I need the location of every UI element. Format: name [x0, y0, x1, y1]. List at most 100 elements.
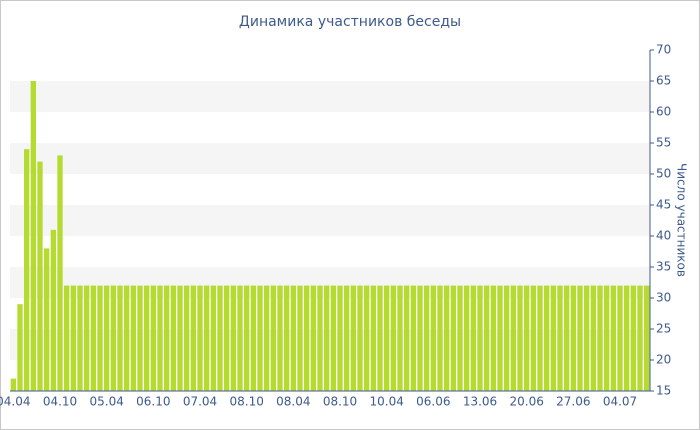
bar	[357, 285, 363, 391]
grid-band	[10, 267, 650, 298]
bar	[570, 285, 576, 391]
bar	[90, 285, 96, 391]
bar	[190, 285, 196, 391]
bar	[384, 285, 390, 391]
bar	[237, 285, 243, 391]
grid-band	[10, 205, 650, 236]
bar	[230, 285, 236, 391]
bar	[44, 248, 50, 391]
x-tick-label: 06.06	[416, 395, 450, 409]
x-tick-label: 08.04	[276, 395, 310, 409]
bar	[110, 285, 116, 391]
bar	[104, 285, 110, 391]
bar	[597, 285, 603, 391]
bar	[410, 285, 416, 391]
y-tick-label: 35	[656, 260, 671, 274]
y-tick-label: 40	[656, 229, 671, 243]
grid-band	[10, 143, 650, 174]
bar	[610, 285, 616, 391]
bar	[624, 285, 630, 391]
bar	[244, 285, 250, 391]
bar	[484, 285, 490, 391]
bar	[84, 285, 90, 391]
bar	[470, 285, 476, 391]
bar	[37, 161, 43, 391]
x-tick-label: 04.10	[43, 395, 77, 409]
bar	[544, 285, 550, 391]
x-tick-label: 08.10	[229, 395, 263, 409]
bar	[377, 285, 383, 391]
y-tick-label: 30	[656, 291, 671, 305]
y-tick-label: 15	[656, 384, 671, 398]
x-tick-label: 05.04	[89, 395, 123, 409]
bar	[164, 285, 170, 391]
bar	[604, 285, 610, 391]
bar	[584, 285, 590, 391]
bar	[17, 304, 23, 391]
x-tick-label: 10.04	[369, 395, 403, 409]
bar	[117, 285, 123, 391]
grid-band	[10, 81, 650, 112]
bar	[70, 285, 76, 391]
x-tick-label: 04.07	[603, 395, 637, 409]
bar	[10, 378, 16, 391]
bar	[437, 285, 443, 391]
y-tick-label: 25	[656, 322, 671, 336]
bar	[344, 285, 350, 391]
bar	[224, 285, 230, 391]
x-tick-label: 07.04	[183, 395, 217, 409]
bar	[257, 285, 263, 391]
bar	[444, 285, 450, 391]
bar	[450, 285, 456, 391]
bar	[564, 285, 570, 391]
bar	[30, 81, 36, 391]
bar	[397, 285, 403, 391]
bar	[57, 155, 63, 391]
bar	[304, 285, 310, 391]
bar	[290, 285, 296, 391]
bar	[217, 285, 223, 391]
y-tick-label: 20	[656, 353, 671, 367]
bar	[250, 285, 256, 391]
y-tick-label: 70	[656, 43, 671, 57]
bar	[264, 285, 270, 391]
y-tick-label: 45	[656, 198, 671, 212]
bar	[97, 285, 103, 391]
bar	[324, 285, 330, 391]
grid-band	[10, 329, 650, 360]
x-tick-label: 13.06	[463, 395, 497, 409]
bar	[317, 285, 323, 391]
bar	[577, 285, 583, 391]
bar	[330, 285, 336, 391]
bar	[150, 285, 156, 391]
bar	[210, 285, 216, 391]
bar	[337, 285, 343, 391]
bar	[277, 285, 283, 391]
x-tick-label: 08.10	[323, 395, 357, 409]
bar	[24, 149, 30, 391]
bar	[464, 285, 470, 391]
bar	[297, 285, 303, 391]
bar	[197, 285, 203, 391]
bar	[177, 285, 183, 391]
bar	[617, 285, 623, 391]
bar	[157, 285, 163, 391]
bar	[64, 285, 70, 391]
chart-title: Динамика участников беседы	[239, 14, 461, 30]
bar	[504, 285, 510, 391]
bar	[637, 285, 643, 391]
bar	[417, 285, 423, 391]
x-tick-label: 27.06	[556, 395, 590, 409]
y-tick-label: 55	[656, 136, 671, 150]
bar	[50, 229, 56, 391]
bar	[204, 285, 210, 391]
x-tick-label: 06.10	[136, 395, 170, 409]
x-tick-label: 04.04	[0, 395, 31, 409]
bar	[404, 285, 410, 391]
y-tick-label: 60	[656, 105, 671, 119]
y-tick-label: 65	[656, 74, 671, 88]
bar	[364, 285, 370, 391]
bar	[530, 285, 536, 391]
bar	[124, 285, 130, 391]
bar	[510, 285, 516, 391]
